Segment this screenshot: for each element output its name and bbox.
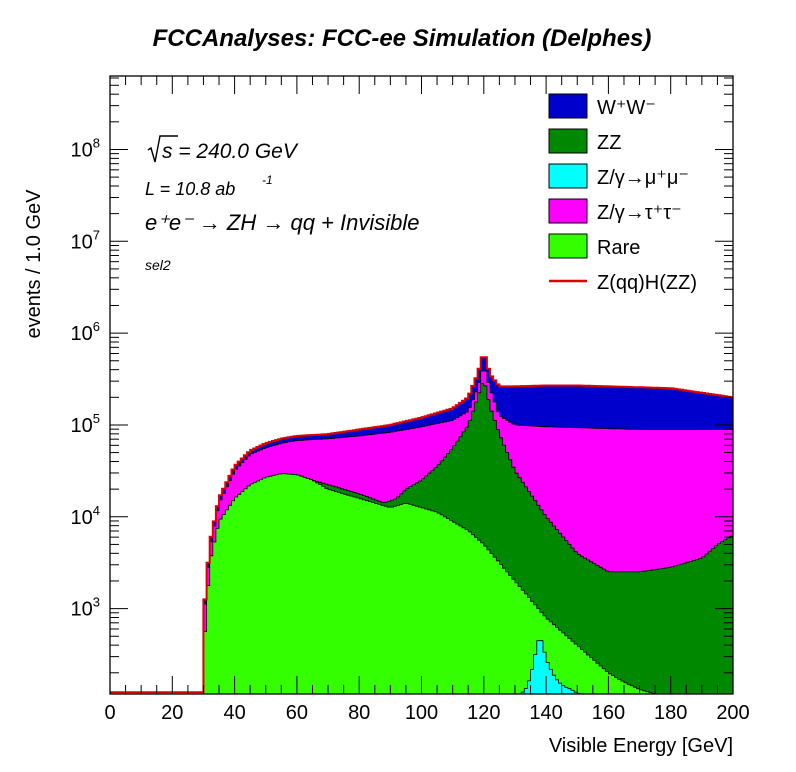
x-tick-label: 60 bbox=[286, 702, 308, 724]
x-tick-label: 80 bbox=[348, 702, 370, 724]
sqrt-s-text: s = 240.0 GeV bbox=[162, 140, 299, 163]
annotation-selection: sel2 bbox=[145, 257, 171, 273]
y-axis-label: events / 1.0 GeV bbox=[23, 189, 45, 339]
legend-label: Z(qq)H(ZZ) bbox=[597, 272, 697, 294]
legend-label: Z/γ→τ⁺τ⁻ bbox=[597, 202, 682, 224]
x-tick-label: 100 bbox=[405, 702, 438, 724]
legend-label: Rare bbox=[597, 237, 640, 259]
series-area-rare bbox=[203, 473, 656, 695]
legend-swatch bbox=[548, 128, 588, 154]
y-tick-label: 108 bbox=[71, 135, 100, 161]
legend-swatch bbox=[548, 233, 588, 259]
legend-swatch bbox=[548, 93, 588, 119]
y-tick-label: 107 bbox=[71, 227, 100, 253]
annotation-sqrt-s: s = 240.0 GeV bbox=[147, 135, 299, 163]
lumi-text: L = 10.8 ab bbox=[145, 179, 235, 199]
plot-area bbox=[110, 356, 734, 695]
x-tick-label: 0 bbox=[104, 702, 115, 724]
x-tick-label: 40 bbox=[223, 702, 245, 724]
y-tick-label: 103 bbox=[71, 595, 100, 621]
legend-label: ZZ bbox=[597, 132, 621, 154]
annotation-process: e⁺e⁻ → ZH → qq + Invisible bbox=[145, 210, 420, 235]
lumi-exponent: -1 bbox=[262, 173, 273, 187]
y-tick-label: 104 bbox=[71, 503, 100, 529]
y-axis: 103 104 105 106 107 108 bbox=[71, 77, 733, 674]
legend-swatch bbox=[548, 198, 588, 224]
chart-title: FCCAnalyses: FCC-ee Simulation (Delphes) bbox=[153, 25, 652, 52]
x-tick-label: 160 bbox=[592, 702, 625, 724]
series-line-signal bbox=[110, 356, 733, 694]
series-area-z bbox=[520, 640, 584, 695]
x-tick-label: 140 bbox=[529, 702, 562, 724]
x-tick-label: 20 bbox=[161, 702, 183, 724]
legend-label: Z/γ→μ⁺μ⁻ bbox=[597, 167, 689, 189]
legend-label: W⁺W⁻ bbox=[597, 97, 656, 119]
x-axis-label: Visible Energy [GeV] bbox=[549, 735, 733, 757]
legend: W⁺W⁻ ZZ Z/γ→μ⁺μ⁻ Z/γ→τ⁺τ⁻ Rare Z(qq)H(ZZ) bbox=[548, 93, 697, 294]
x-tick-label: 200 bbox=[716, 702, 749, 724]
x-tick-label: 180 bbox=[654, 702, 687, 724]
x-tick-label: 120 bbox=[467, 702, 500, 724]
x-axis: 0 20 40 60 80 100 120 140 160 180 200 bbox=[104, 76, 750, 724]
legend-swatch bbox=[548, 163, 588, 189]
y-tick-label: 106 bbox=[71, 319, 100, 345]
annotation-lumi: L = 10.8 ab -1 bbox=[145, 173, 273, 199]
y-tick-label: 105 bbox=[71, 411, 100, 437]
